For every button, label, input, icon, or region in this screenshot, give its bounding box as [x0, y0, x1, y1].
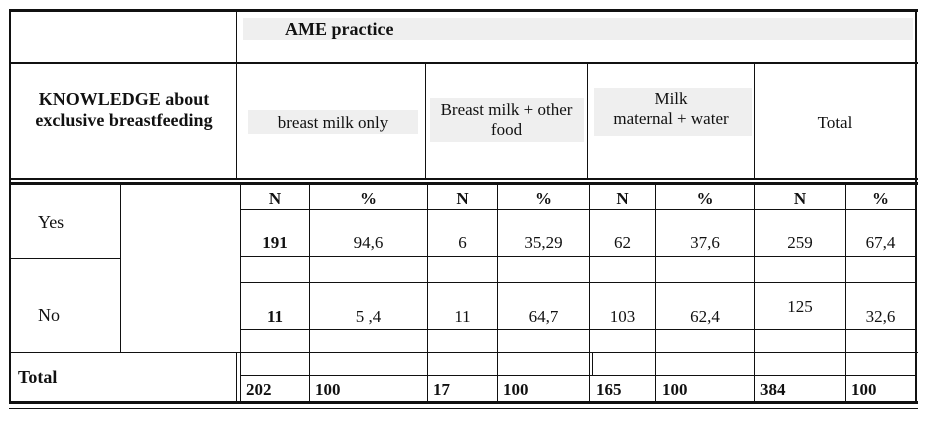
- total-cell: 100: [662, 380, 688, 399]
- group-header-line: breast milk only: [277, 113, 389, 132]
- subheader-cell: %: [872, 189, 889, 208]
- col-divider-6: [754, 185, 755, 402]
- practice-header: AME practice: [285, 19, 394, 39]
- row-label-total: Total: [18, 367, 58, 387]
- total-cell: 384: [760, 380, 786, 399]
- col-divider-4: [589, 185, 590, 402]
- row-label-yes: Yes: [38, 212, 65, 232]
- table-cell: 259: [787, 233, 813, 252]
- right-border: [915, 9, 917, 404]
- bottom-rule-thin: [9, 408, 918, 409]
- table-cell: 32,6: [865, 307, 896, 326]
- table-cell: 62: [614, 233, 631, 252]
- left-border: [9, 9, 11, 404]
- table-cell: 103: [609, 307, 636, 326]
- col-divider-5: [655, 185, 656, 402]
- spacer-rule: [240, 282, 916, 283]
- group-header-breast-milk-only: breast milk only: [241, 113, 425, 133]
- label-column-divider-lower: [236, 352, 237, 402]
- group-header-line: maternal + water: [613, 108, 729, 128]
- table-cell: 94,6: [353, 233, 384, 252]
- group-header-line: food: [490, 119, 523, 139]
- milk-water-shade: [594, 88, 752, 136]
- knowledge-header: KNOWLEDGE about exclusive breastfeeding: [14, 89, 234, 130]
- bottom-border: [9, 401, 918, 404]
- total-upper-rule: [240, 375, 916, 376]
- table-cell: 191: [262, 233, 288, 252]
- table-cell: 5 ,4: [355, 307, 382, 326]
- no-values-rule: [240, 329, 916, 330]
- col-divider-7: [845, 185, 846, 402]
- group-divider-1: [425, 63, 426, 179]
- top-border: [9, 9, 918, 12]
- col-divider-1: [309, 185, 310, 402]
- breast-milk-other-shade: [430, 98, 584, 142]
- subheader-cell: N: [456, 189, 469, 208]
- subheader-cell: %: [535, 189, 552, 208]
- group-divider-2: [587, 63, 588, 179]
- yes-no-rule: [9, 258, 121, 259]
- total-cell: 100: [503, 380, 529, 399]
- group-header-breast-milk-other-food: Breast milk + other food: [426, 100, 587, 139]
- subheader-cell: %: [696, 189, 714, 208]
- table-cell: 37,6: [690, 233, 720, 252]
- group-header-total: Total: [755, 113, 915, 133]
- label-column-divider: [236, 9, 237, 179]
- data-left-divider: [240, 182, 241, 402]
- table-cell: 11: [266, 307, 284, 326]
- total-cell: 202: [246, 380, 272, 399]
- subheader-cell: N: [616, 189, 629, 208]
- subheader-cell: %: [360, 189, 377, 208]
- total-cell: 100: [851, 380, 877, 399]
- subheader-rule: [240, 209, 916, 210]
- col-divider-3: [497, 185, 498, 402]
- header-rule: [9, 62, 918, 64]
- table-cell: 125: [787, 297, 813, 316]
- group-divider-3: [754, 63, 755, 179]
- total-cell: 165: [596, 380, 622, 399]
- table-cell: 35,29: [524, 233, 563, 252]
- subheader-cell: N: [268, 189, 282, 208]
- group-header-line: Milk: [654, 89, 688, 108]
- knowledge-header-line-2: exclusive breastfeeding: [35, 109, 213, 130]
- group-header-line: Breast milk + other: [440, 100, 573, 119]
- table-cell: 64,7: [528, 307, 559, 326]
- knowledge-header-line-1: KNOWLEDGE about: [38, 89, 210, 109]
- group-header-line: Total: [817, 113, 853, 132]
- yes-values-rule: [240, 256, 916, 257]
- col-divider-4b: [592, 352, 593, 376]
- row-label-divider: [120, 185, 121, 352]
- total-cell: 17: [433, 380, 450, 399]
- table-cell: 11: [454, 307, 471, 326]
- header-bottom-thick-rule: [9, 182, 918, 185]
- subheader-cell: N: [793, 189, 807, 208]
- table-cell: 6: [458, 233, 467, 252]
- table-cell: 67,4: [865, 233, 896, 252]
- header-bottom-rule: [9, 178, 918, 180]
- practice-header-shade: [243, 18, 913, 40]
- breast-milk-only-shade: [248, 110, 418, 134]
- no-bottom-rule: [9, 352, 918, 353]
- col-divider-2: [427, 185, 428, 402]
- total-cell: 100: [315, 380, 341, 399]
- group-header-milk-maternal-water: Milk maternal + water: [588, 89, 754, 128]
- table-cell: 62,4: [690, 307, 720, 326]
- row-label-no: No: [38, 305, 60, 325]
